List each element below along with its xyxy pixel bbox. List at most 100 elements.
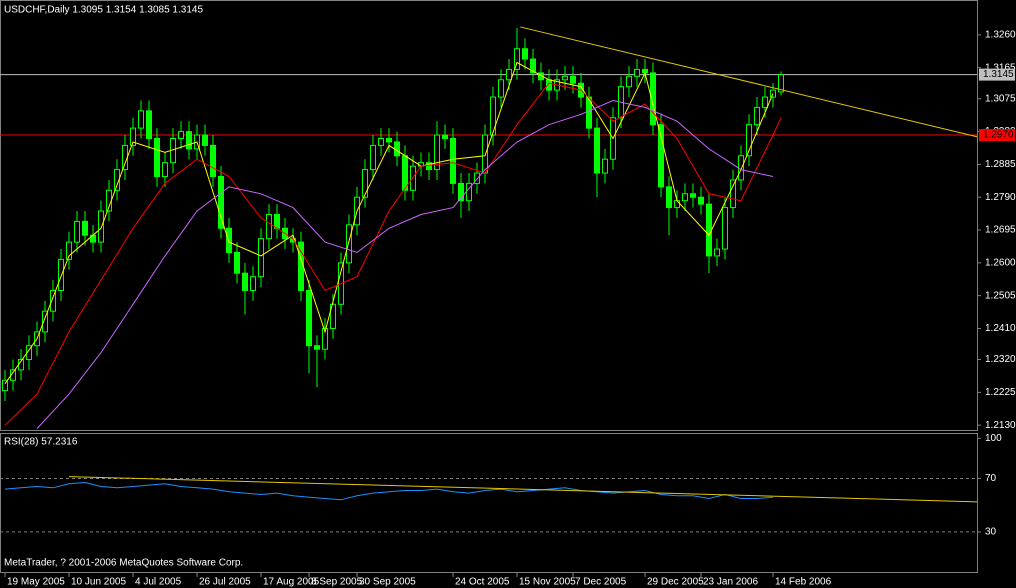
candle-body — [226, 227, 232, 253]
candle-body — [370, 144, 376, 171]
y-tick-label: 1.2600 — [985, 257, 1016, 268]
candle-body — [410, 165, 416, 191]
candle-body — [778, 74, 784, 93]
candle-body — [514, 48, 520, 70]
price-panel — [0, 0, 978, 431]
x-tick-label: 10 Jun 2005 — [71, 577, 126, 588]
x-tick-label: 30 Sep 2005 — [359, 577, 416, 588]
candle-body — [130, 127, 136, 146]
candle-body — [10, 369, 16, 381]
candle-body — [250, 276, 256, 291]
candle-body — [2, 379, 8, 392]
candle-body — [402, 155, 408, 191]
candle-body — [362, 169, 368, 198]
trendline — [520, 26, 978, 138]
y-tick-label: 1.2130 — [985, 420, 1016, 431]
indicator-line — [4, 61, 774, 384]
y-tick-label: 1.2410 — [985, 323, 1016, 334]
candle-body — [658, 124, 664, 188]
candle-body — [458, 182, 464, 202]
x-tick-label: 7 Dec 2005 — [575, 577, 627, 588]
y-tick-label: 1.2885 — [985, 159, 1016, 170]
x-tick-label: 24 Oct 2005 — [455, 577, 510, 588]
candle-body — [154, 137, 160, 177]
x-tick-label: 4 Jul 2005 — [135, 577, 182, 588]
candle-body — [530, 58, 536, 74]
candle-body — [634, 68, 640, 77]
candle-body — [114, 169, 120, 191]
indicator-line — [4, 82, 782, 426]
x-tick-label: 15 Nov 2005 — [519, 577, 576, 588]
x-tick-label: 23 Jan 2006 — [703, 577, 758, 588]
candle-body — [42, 310, 48, 333]
candle-body — [762, 96, 768, 108]
candle-body — [586, 96, 592, 129]
candle-body — [138, 110, 144, 129]
indicator-line — [4, 481, 774, 501]
indicator-line — [36, 99, 774, 429]
candle-body — [482, 134, 488, 174]
y-tick-label: 1.2225 — [985, 387, 1016, 398]
candle-body — [714, 248, 720, 257]
candle-body — [746, 124, 752, 157]
candle-body — [26, 345, 32, 361]
candle-body — [650, 72, 656, 126]
candle-body — [234, 251, 240, 274]
candle-body — [450, 137, 456, 184]
candle-body — [330, 303, 336, 329]
candle-body — [426, 162, 432, 171]
candle-body — [674, 200, 680, 209]
y-tick-label: 70 — [985, 473, 997, 484]
candle-body — [258, 238, 264, 278]
x-tick-label: 19 May 2005 — [7, 577, 65, 588]
y-tick-label: 30 — [985, 527, 997, 538]
candle-body — [58, 258, 64, 291]
candle-body — [442, 134, 448, 139]
candle-body — [562, 75, 568, 81]
candle-body — [522, 48, 528, 60]
candle-body — [570, 75, 576, 84]
candle-body — [98, 210, 104, 243]
candle-body — [506, 68, 512, 81]
candle-body — [706, 203, 712, 257]
candle-body — [754, 106, 760, 126]
rsi-panel — [0, 433, 978, 573]
candle-body — [242, 272, 248, 291]
rsi-title: RSI(28) 57.2316 — [4, 437, 78, 448]
candle-body — [274, 213, 280, 229]
price-label: 1.3145 — [983, 69, 1014, 80]
x-tick-label: 17 Aug 2005 — [263, 577, 320, 588]
candle-body — [434, 134, 440, 171]
candle-body — [722, 207, 728, 250]
y-tick-label: 1.3260 — [985, 30, 1016, 41]
y-tick-label: 1.2505 — [985, 290, 1016, 301]
candle-body — [82, 220, 88, 236]
chart-title: USDCHF,Daily 1.3095 1.3154 1.3085 1.3145 — [4, 5, 203, 16]
x-tick-label: 29 Dec 2005 — [647, 577, 704, 588]
candle-body — [738, 155, 744, 181]
candle-body — [730, 179, 736, 209]
candle-body — [74, 220, 80, 243]
candle-body — [162, 162, 168, 177]
price-label: 1.2970 — [983, 130, 1014, 141]
footer: MetaTrader, ? 2001-2006 MetaQuotes Softw… — [4, 558, 243, 569]
x-tick-label: 14 Feb 2006 — [775, 577, 832, 588]
candle-body — [146, 110, 152, 139]
x-tick-label: 8 Sep 2005 — [311, 577, 363, 588]
candle-body — [50, 289, 56, 312]
x-tick-label: 26 Jul 2005 — [199, 577, 251, 588]
candle-body — [666, 186, 672, 209]
candle-body — [210, 144, 216, 177]
candle-body — [314, 345, 320, 350]
price-label-box — [979, 68, 1015, 81]
candle-body — [386, 137, 392, 143]
candle-body — [218, 175, 224, 229]
candle-body — [266, 213, 272, 240]
candle-body — [202, 134, 208, 146]
candle-body — [626, 75, 632, 88]
candle-body — [474, 172, 480, 184]
candle-body — [178, 131, 184, 139]
y-tick-label: 1.3165 — [985, 62, 1016, 73]
candle-body — [498, 79, 504, 98]
